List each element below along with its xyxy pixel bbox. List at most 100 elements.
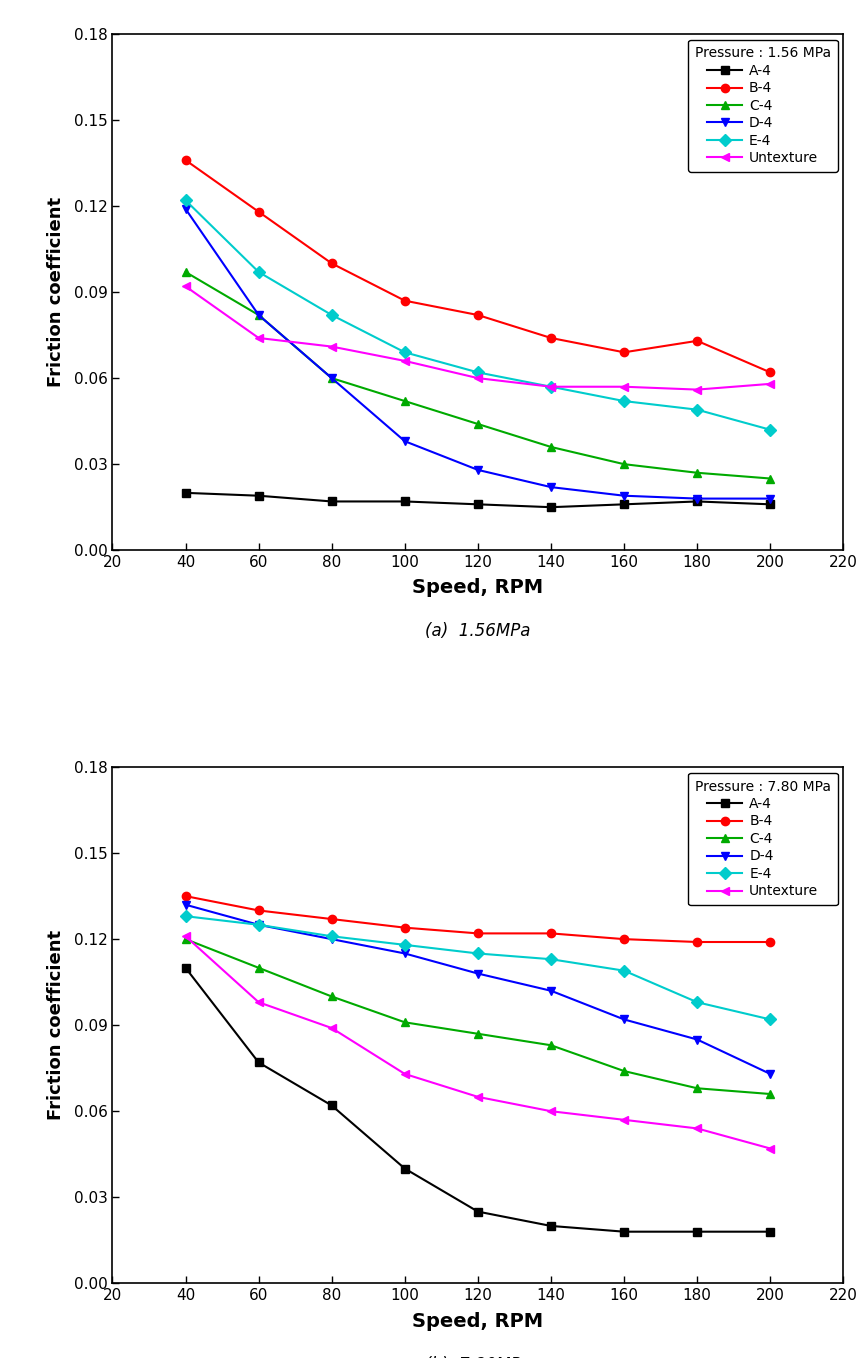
Untexture [692, 1120, 702, 1137]
Untexture [692, 382, 702, 398]
E-4 [253, 917, 264, 933]
C-4 [546, 1038, 556, 1054]
Untexture [619, 1112, 630, 1128]
D-4 [619, 488, 630, 504]
A-4 [692, 1224, 702, 1240]
X-axis label: Speed, RPM: Speed, RPM [413, 1312, 543, 1331]
D-4 [692, 490, 702, 507]
Untexture [181, 928, 191, 944]
A-4 [327, 1097, 337, 1114]
C-4 [400, 392, 410, 409]
C-4 [765, 470, 775, 486]
E-4 [619, 963, 630, 979]
C-4 [327, 369, 337, 386]
Line: C-4: C-4 [182, 268, 774, 482]
E-4 [692, 402, 702, 418]
E-4 [765, 421, 775, 437]
B-4 [765, 934, 775, 951]
A-4 [327, 493, 337, 509]
Text: (b)  7.80MPa: (b) 7.80MPa [425, 1355, 531, 1358]
Untexture [765, 1141, 775, 1157]
Untexture [765, 376, 775, 392]
B-4 [253, 902, 264, 918]
B-4 [327, 255, 337, 272]
B-4 [400, 919, 410, 936]
Line: A-4: A-4 [182, 964, 774, 1236]
Untexture [472, 1089, 483, 1105]
A-4 [619, 496, 630, 512]
C-4 [546, 439, 556, 455]
B-4 [400, 292, 410, 308]
Line: D-4: D-4 [182, 205, 774, 502]
Line: B-4: B-4 [182, 156, 774, 376]
B-4 [619, 344, 630, 360]
D-4 [472, 462, 483, 478]
D-4 [253, 307, 264, 323]
Line: D-4: D-4 [182, 900, 774, 1078]
D-4 [253, 917, 264, 933]
E-4 [400, 344, 410, 360]
B-4 [253, 204, 264, 220]
Untexture [619, 379, 630, 395]
C-4 [472, 1025, 483, 1042]
Line: E-4: E-4 [182, 913, 774, 1024]
A-4 [546, 1218, 556, 1234]
E-4 [692, 994, 702, 1010]
D-4 [327, 369, 337, 386]
Untexture [472, 369, 483, 386]
D-4 [400, 433, 410, 449]
C-4 [619, 456, 630, 473]
Untexture [327, 1020, 337, 1036]
A-4 [472, 1203, 483, 1219]
C-4 [472, 416, 483, 432]
B-4 [546, 330, 556, 346]
B-4 [181, 888, 191, 904]
Line: E-4: E-4 [182, 196, 774, 435]
B-4 [765, 364, 775, 380]
Text: (a)  1.56MPa: (a) 1.56MPa [426, 622, 530, 641]
Legend: A-4, B-4, C-4, D-4, E-4, Untexture: A-4, B-4, C-4, D-4, E-4, Untexture [688, 773, 838, 906]
B-4 [472, 925, 483, 941]
C-4 [181, 932, 191, 948]
E-4 [765, 1012, 775, 1028]
E-4 [327, 307, 337, 323]
B-4 [181, 152, 191, 168]
E-4 [619, 392, 630, 409]
D-4 [472, 966, 483, 982]
E-4 [546, 379, 556, 395]
Y-axis label: Friction coefficient: Friction coefficient [48, 197, 66, 387]
A-4 [253, 1054, 264, 1070]
A-4 [692, 493, 702, 509]
Legend: A-4, B-4, C-4, D-4, E-4, Untexture: A-4, B-4, C-4, D-4, E-4, Untexture [688, 39, 838, 172]
Untexture [253, 994, 264, 1010]
A-4 [400, 1161, 410, 1177]
C-4 [327, 989, 337, 1005]
E-4 [472, 945, 483, 961]
B-4 [327, 911, 337, 928]
Line: Untexture: Untexture [182, 932, 774, 1153]
C-4 [253, 960, 264, 976]
E-4 [472, 364, 483, 380]
A-4 [765, 1224, 775, 1240]
E-4 [400, 937, 410, 953]
B-4 [619, 932, 630, 948]
B-4 [692, 333, 702, 349]
D-4 [765, 1066, 775, 1082]
C-4 [692, 464, 702, 481]
B-4 [472, 307, 483, 323]
A-4 [765, 496, 775, 512]
D-4 [619, 1012, 630, 1028]
Line: C-4: C-4 [182, 934, 774, 1099]
C-4 [765, 1086, 775, 1103]
C-4 [619, 1063, 630, 1080]
Untexture [253, 330, 264, 346]
Line: Untexture: Untexture [182, 282, 774, 394]
C-4 [692, 1080, 702, 1096]
Untexture [400, 353, 410, 369]
Untexture [546, 1103, 556, 1119]
D-4 [181, 201, 191, 217]
B-4 [546, 925, 556, 941]
E-4 [181, 909, 191, 925]
A-4 [472, 496, 483, 512]
D-4 [692, 1031, 702, 1047]
